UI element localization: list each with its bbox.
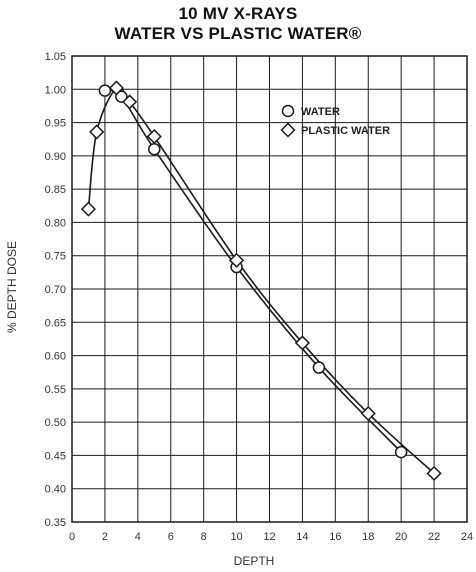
plastic-water-data-point — [146, 128, 162, 145]
water-data-point — [148, 142, 161, 156]
y-tick-label: 0.65 — [45, 317, 66, 329]
plastic-water-data-point — [108, 80, 124, 96]
series-line-plastic-water — [87, 85, 435, 474]
x-tick-label: 6 — [168, 531, 174, 543]
chart-title-line-1: 10 MV X-RAYS — [178, 4, 298, 23]
x-axis-label: DEPTH — [234, 554, 275, 568]
water-data-point — [98, 84, 112, 97]
y-tick-label: 0.50 — [45, 417, 66, 429]
plastic-water-data-point — [360, 405, 376, 422]
x-tick-label: 10 — [230, 531, 242, 543]
y-tick-label: 0.75 — [45, 251, 66, 263]
y-tick-label: 0.85 — [45, 184, 66, 196]
plastic-water-data-point — [122, 94, 138, 110]
y-tick-label: 0.45 — [45, 450, 66, 462]
water-data-point — [312, 361, 326, 374]
chart-title-line-2: WATER VS PLASTIC WATER® — [114, 24, 362, 43]
x-tick-label: 14 — [296, 531, 308, 543]
x-tick-label: 16 — [329, 531, 341, 543]
x-tick-label: 8 — [201, 531, 207, 543]
water-data-point — [115, 90, 128, 103]
y-tick-label: 0.80 — [45, 217, 66, 229]
axes: 0 2 4 6 8 10 12 14 16 18 20 22 240.350.400.450.500.5… — [45, 51, 474, 543]
y-tick-label: 1.05 — [45, 51, 66, 63]
y-tick-label: 1.00 — [45, 84, 66, 96]
plot-frame — [71, 55, 468, 523]
x-tick-label: 12 — [263, 531, 275, 543]
series — [80, 80, 442, 481]
y-tick-label: 0.55 — [45, 384, 66, 396]
y-tick-label: 0.90 — [45, 151, 66, 163]
y-axis-label: % DEPTH DOSE — [5, 241, 19, 333]
plastic-water-data-point — [89, 124, 105, 140]
x-tick-label: 4 — [135, 531, 141, 543]
water-data-point — [394, 445, 408, 459]
plastic-water-data-point — [80, 201, 97, 217]
y-tick-label: 0.35 — [45, 517, 66, 529]
grid — [71, 55, 468, 523]
legend: WATER PLASTIC WATER — [280, 104, 390, 138]
x-tick-label: 18 — [362, 531, 374, 543]
legend-plastic-water-marker — [280, 122, 296, 138]
y-tick-label: 0.95 — [45, 118, 66, 130]
legend-water-marker — [281, 104, 295, 118]
series-line-water — [104, 89, 402, 453]
plastic-water-data-point — [426, 465, 442, 481]
y-tick-label: 0.40 — [45, 484, 66, 496]
x-tick-label: 0 — [69, 531, 75, 543]
x-tick-label: 2 — [102, 531, 108, 543]
x-tick-label: 20 — [395, 531, 407, 543]
legend-label: WATER — [301, 106, 340, 118]
plastic-water-data-point — [229, 252, 245, 268]
x-tick-label: 22 — [428, 531, 440, 543]
legend-label: PLASTIC WATER — [301, 125, 390, 137]
x-tick-label: 24 — [461, 531, 473, 543]
y-tick-label: 0.60 — [45, 351, 66, 363]
plastic-water-data-point — [294, 335, 310, 351]
y-tick-label: 0.70 — [45, 284, 66, 296]
